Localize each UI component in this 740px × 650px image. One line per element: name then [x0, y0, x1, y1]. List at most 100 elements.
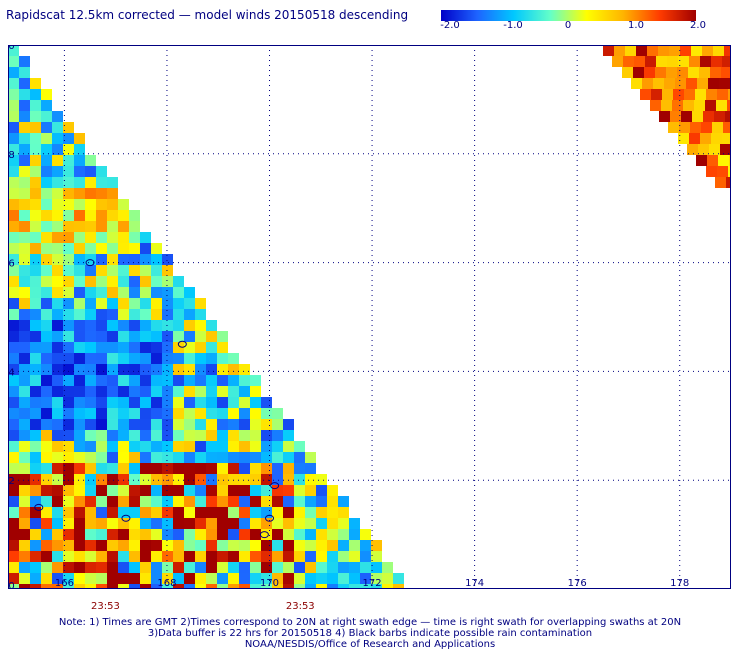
wind-cell	[30, 551, 41, 562]
wind-cell	[151, 298, 162, 309]
wind-cell	[30, 463, 41, 474]
wind-cell	[722, 133, 731, 144]
wind-cell	[305, 474, 316, 485]
wind-cell	[684, 89, 695, 100]
wind-cell	[724, 45, 731, 56]
wind-cell	[360, 584, 371, 589]
wind-cell	[30, 408, 41, 419]
wind-cell	[140, 584, 151, 589]
wind-cell	[96, 254, 107, 265]
wind-cell	[30, 518, 41, 529]
colorbar-label-pos1: 1.0	[628, 20, 644, 31]
wind-cell	[140, 254, 151, 265]
wind-cell	[140, 441, 151, 452]
wind-cell	[250, 573, 261, 584]
wind-cell	[636, 45, 647, 56]
wind-cell	[228, 529, 239, 540]
wind-cell	[709, 144, 720, 155]
wind-cell	[52, 133, 63, 144]
wind-cell	[74, 166, 85, 177]
wind-cell	[261, 584, 272, 589]
wind-cell	[184, 573, 195, 584]
wind-cell	[96, 342, 107, 353]
wind-cell	[118, 441, 129, 452]
wind-cell	[217, 452, 228, 463]
wind-cell	[74, 386, 85, 397]
wind-cell	[140, 276, 151, 287]
wind-cell	[30, 298, 41, 309]
wind-cell	[63, 584, 74, 589]
wind-cell	[272, 507, 283, 518]
wind-cell	[107, 320, 118, 331]
wind-cell	[261, 397, 272, 408]
wind-cell	[151, 518, 162, 529]
wind-cell	[692, 111, 703, 122]
wind-cell	[19, 177, 30, 188]
wind-cell	[698, 144, 709, 155]
wind-cell	[8, 287, 19, 298]
wind-cell	[250, 584, 261, 589]
wind-cell	[74, 375, 85, 386]
wind-cell	[129, 430, 140, 441]
wind-cell	[316, 518, 327, 529]
wind-cell	[41, 386, 52, 397]
wind-cell	[8, 397, 19, 408]
wind-cell	[327, 529, 338, 540]
wind-cell	[30, 265, 41, 276]
wind-cell	[63, 419, 74, 430]
wind-cell	[30, 584, 41, 589]
wind-cell	[96, 375, 107, 386]
wind-cell	[63, 166, 74, 177]
wind-cell	[8, 320, 19, 331]
wind-cell	[129, 496, 140, 507]
wind-cell	[272, 496, 283, 507]
wind-cell	[52, 188, 63, 199]
wind-cell	[173, 419, 184, 430]
wind-cell	[173, 309, 184, 320]
wind-cell	[30, 254, 41, 265]
wind-cell	[74, 144, 85, 155]
wind-cell	[63, 133, 74, 144]
wind-cell	[642, 78, 653, 89]
wind-cell	[261, 507, 272, 518]
wind-cell	[129, 353, 140, 364]
wind-cell	[349, 573, 360, 584]
wind-cell	[661, 100, 672, 111]
wind-cell	[173, 496, 184, 507]
wind-cell	[41, 485, 52, 496]
wind-cell	[716, 100, 727, 111]
wind-cell	[129, 221, 140, 232]
wind-cell	[118, 507, 129, 518]
wind-cell	[173, 375, 184, 386]
wind-cell	[184, 342, 195, 353]
wind-cell	[129, 298, 140, 309]
wind-cell	[30, 507, 41, 518]
wind-cell	[19, 287, 30, 298]
wind-cell	[118, 474, 129, 485]
wind-cell	[239, 584, 250, 589]
wind-cell	[85, 430, 96, 441]
wind-cell	[371, 540, 382, 551]
wind-cell	[206, 419, 217, 430]
wind-cell	[8, 265, 19, 276]
wind-cell	[85, 518, 96, 529]
wind-cell	[8, 221, 19, 232]
wind-cell	[261, 452, 272, 463]
wind-cell	[349, 540, 360, 551]
wind-cell	[19, 221, 30, 232]
wind-cell	[162, 364, 173, 375]
wind-cell	[184, 507, 195, 518]
wind-cell	[52, 551, 63, 562]
wind-cell	[41, 177, 52, 188]
wind-cell	[19, 78, 30, 89]
wind-cell	[118, 331, 129, 342]
wind-cell	[655, 67, 666, 78]
wind-cell	[700, 56, 711, 67]
wind-cell	[41, 320, 52, 331]
swath-time-label: 23:53	[91, 601, 120, 612]
wind-cell	[707, 155, 718, 166]
wind-cell	[664, 78, 675, 89]
wind-cell	[173, 529, 184, 540]
wind-cell	[107, 287, 118, 298]
wind-cell	[41, 408, 52, 419]
